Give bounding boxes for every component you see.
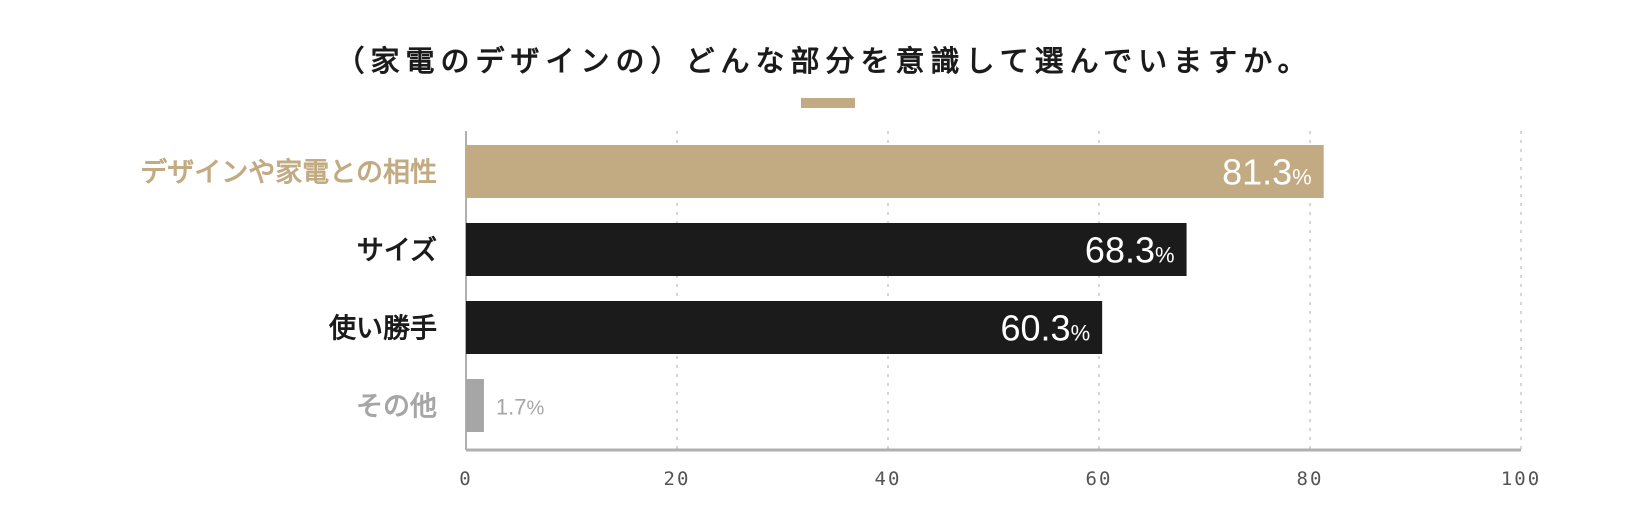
x-tick-label: 80: [1297, 468, 1324, 490]
data-label-value: 60.3: [1001, 308, 1071, 349]
data-label: 1.7%: [496, 395, 545, 420]
category-label: その他: [356, 392, 437, 423]
x-tick-label: 0: [459, 468, 472, 490]
x-tick-label: 20: [664, 468, 691, 490]
bar: [466, 301, 1103, 354]
data-label: 81.3%: [1222, 152, 1312, 193]
data-label: 60.3%: [1001, 308, 1091, 349]
data-label-unit: %: [1292, 165, 1312, 190]
bar: [466, 145, 1324, 198]
data-label-unit: %: [1071, 321, 1091, 346]
data-label-unit: %: [527, 398, 545, 420]
bar: [466, 223, 1187, 276]
data-label-value: 1.7: [496, 395, 527, 420]
category-label: 使い勝手: [328, 314, 437, 345]
x-tick-label: 60: [1086, 468, 1113, 490]
data-label-unit: %: [1155, 243, 1175, 268]
category-label: デザインや家電との相性: [140, 157, 437, 189]
bar: [466, 379, 484, 432]
chart-title: （家電のデザインの）どんな部分を意識して選んでいますか。: [335, 44, 1313, 78]
title-accent-bar: [801, 98, 855, 108]
category-label: サイズ: [357, 235, 437, 267]
x-tick-label: 100: [1501, 468, 1541, 490]
data-label-value: 68.3: [1085, 230, 1155, 271]
x-tick-label: 40: [875, 468, 902, 490]
data-label: 68.3%: [1085, 230, 1175, 271]
data-label-value: 81.3: [1222, 152, 1292, 193]
